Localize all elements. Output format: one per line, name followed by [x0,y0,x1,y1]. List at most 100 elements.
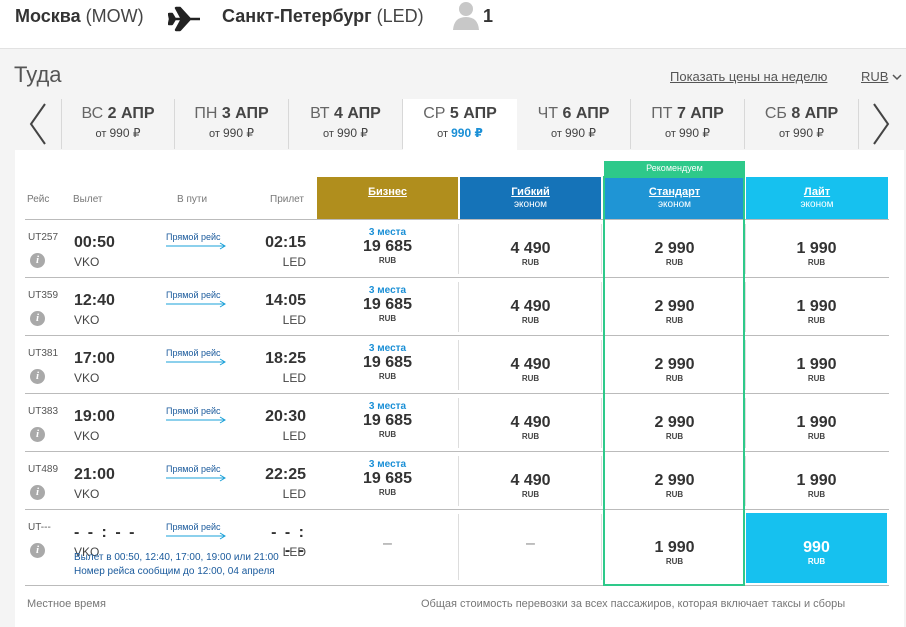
date-tab[interactable]: СБ 8 АПР от 990 ₽ [745,99,859,149]
price-amount: 2 990 [654,356,695,373]
fare-price-business[interactable]: 3 места 19 685 RUB [317,398,458,450]
info-icon[interactable]: i [30,427,45,442]
price-currency: RUB [378,372,397,381]
arrival-time: 14:05 [265,292,306,309]
price-currency: RUB [807,258,826,267]
info-icon[interactable]: i [30,369,45,384]
weekday: ВС [81,105,104,122]
fare-header-4[interactable]: Лайт эконом [746,177,888,219]
info-icon[interactable]: i [30,311,45,326]
arrow-right-icon [166,532,226,540]
flight-row: UT383 i 19:00 VKO Прямой рейс 20:30 LED 3 места… [25,393,889,451]
date-tab[interactable]: ВТ 4 АПР от 990 ₽ [289,99,403,149]
price-amount: 1 990 [796,298,837,315]
column-divider [745,282,746,332]
arrival-airport: LED [282,255,306,269]
date-value: 6 АПР [562,105,610,122]
date-tab[interactable]: СР 5 АПР от 990 ₽ [403,99,517,151]
fare-price-light[interactable]: 990 RUB [746,513,887,583]
departure-airport: VKO [74,545,100,559]
recommended-badge: Рекомендуем [604,161,745,176]
footer-price-note: Общая стоимость перевозки за всех пассаж… [421,598,846,610]
fare-price-light[interactable]: 1 990 RUB [746,398,887,450]
fare-header-2[interactable]: Гибкий эконом [460,177,601,219]
fare-price-standard[interactable]: 2 990 RUB [604,340,745,392]
fare-price-flex[interactable]: 4 490 RUB [460,340,601,392]
fare-price-light[interactable]: 1 990 RUB [746,456,887,508]
column-divider [458,514,459,580]
fare-price-light[interactable]: 1 990 RUB [746,340,887,392]
fare-price-standard[interactable]: 2 990 RUB [604,456,745,508]
fare-price-flex[interactable]: 4 490 RUB [460,456,601,508]
fare-price-flex[interactable]: 4 490 RUB [460,282,601,334]
info-icon[interactable]: i [30,485,45,500]
prev-dates-arrow-icon[interactable] [27,101,49,147]
next-dates-arrow-icon[interactable] [870,101,892,147]
show-week-prices-link[interactable]: Показать цены на неделю [670,69,828,84]
fare-price-business[interactable]: 3 места 19 685 RUB [317,340,458,392]
flight-number: UT381 [28,348,59,359]
arrow-right-icon [166,358,226,366]
fare-price-standard[interactable]: 1 990 RUB [604,513,745,583]
fare-price-flex[interactable]: 4 490 RUB [460,398,601,450]
price-currency: RUB [378,488,397,497]
date-price: от 990 ₽ [289,126,402,140]
currency-selector[interactable]: RUB [861,69,889,84]
fare-price-business[interactable]: – [317,513,458,583]
departure-time: 21:00 [74,466,115,483]
date-tab[interactable]: ПТ 7 АПР от 990 ₽ [631,99,745,149]
arrow-right-icon [166,416,226,424]
flight-row: UT489 i 21:00 VKO Прямой рейс 22:25 LED 3 места… [25,451,889,509]
flight-number: UT383 [28,406,59,417]
date-tab[interactable]: ЧТ 6 АПР от 990 ₽ [517,99,631,149]
date-label: ПТ 7 АПР [631,99,744,123]
flight-number-note: Номер рейса сообщим до 12:00, 04 апреля [74,566,275,577]
origin-city: Москва [15,6,81,26]
price-currency: RUB [665,432,684,441]
price-amount: 19 685 [363,238,412,255]
arrow-right-icon [166,300,226,308]
fare-price-standard[interactable]: 2 990 RUB [604,398,745,450]
price-value: 990 ₽ [109,126,141,140]
chevron-down-icon[interactable] [892,74,902,81]
passenger-icon [453,2,479,30]
info-icon[interactable]: i [30,543,45,558]
fare-price-standard[interactable]: 2 990 RUB [604,282,745,334]
departure-airport: VKO [74,255,100,269]
price-value: 990 ₽ [336,126,368,140]
date-value: 3 АПР [221,105,269,122]
fare-price-business[interactable]: 3 места 19 685 RUB [317,282,458,334]
price-value: 990 ₽ [792,126,824,140]
fare-price-flex[interactable]: 4 490 RUB [460,224,601,276]
date-value: 4 АПР [333,105,381,122]
flight-row: UT359 i 12:40 VKO Прямой рейс 14:05 LED 3 места… [25,277,889,335]
departure-time: 00:50 [74,234,115,251]
departure-time: 12:40 [74,292,115,309]
flights-table: Рейс Вылет В пути Прилет Рекомендуем Биз… [15,150,904,627]
fare-price-business[interactable]: 3 места 19 685 RUB [317,224,458,276]
price-currency: RUB [807,316,826,325]
seats-left: 3 места [368,401,407,412]
price-prefix: от [779,128,790,140]
fare-header-1[interactable]: Бизнес [317,177,458,219]
fare-header-3[interactable]: Стандарт эконом [604,177,745,219]
fare-price-business[interactable]: 3 места 19 685 RUB [317,456,458,508]
price-amount: 19 685 [363,354,412,371]
price-currency: RUB [665,316,684,325]
fare-price-standard[interactable]: 2 990 RUB [604,224,745,276]
flight-type: Прямой рейс [166,406,221,416]
column-arrival: Прилет [270,194,304,205]
seats-left: 3 места [368,459,407,470]
date-price: от 990 ₽ [175,126,288,140]
date-tab[interactable]: ПН 3 АПР от 990 ₽ [175,99,289,149]
passenger-count: 1 [483,6,494,26]
fare-price-light[interactable]: 1 990 RUB [746,282,887,334]
column-flight: Рейс [27,194,50,205]
column-divider [458,398,459,448]
date-tab[interactable]: ВС 2 АПР от 990 ₽ [61,99,175,149]
price-currency: RUB [521,432,540,441]
fare-price-light[interactable]: 1 990 RUB [746,224,887,276]
info-icon[interactable]: i [30,253,45,268]
price-prefix: от [95,128,107,140]
fare-price-flex[interactable]: – [460,513,601,583]
